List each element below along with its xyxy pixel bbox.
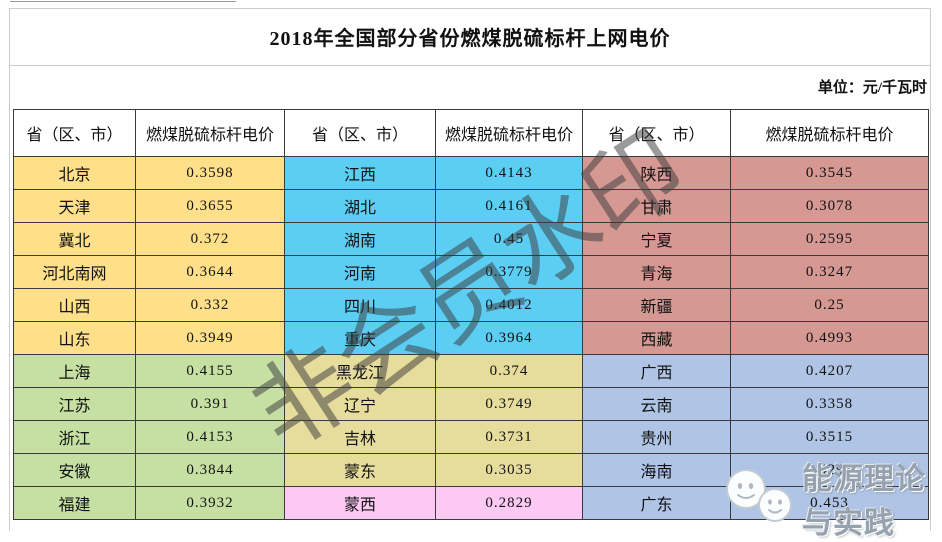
table-row: 山东 0.3949 重庆 0.3964 西藏 0.4993: [13, 321, 929, 355]
province-cell: 宁夏: [582, 222, 731, 256]
price-cell: 0.4143: [435, 156, 583, 190]
province-cell: 海南: [582, 453, 731, 487]
price-cell: 0.332: [135, 288, 285, 322]
table-row: 河北南网 0.3644 河南 0.3779 青海 0.3247: [13, 255, 929, 289]
table-row: 山西 0.332 四川 0.4012 新疆 0.25: [13, 288, 929, 322]
price-cell: 0.3749: [435, 387, 583, 421]
price-cell: 0.374: [435, 354, 583, 388]
price-cell: 0.3545: [730, 156, 929, 190]
header-province-2: 省（区、市）: [284, 109, 436, 157]
header-province-3: 省（区、市）: [582, 109, 731, 157]
province-cell: 贵州: [582, 420, 731, 454]
table-header-row: 省（区、市） 燃煤脱硫标杆电价 省（区、市） 燃煤脱硫标杆电价 省（区、市） 燃…: [13, 109, 929, 157]
province-cell: 广西: [582, 354, 731, 388]
logo-text: 能源理论与实践: [802, 463, 926, 540]
province-cell: 湖南: [284, 222, 436, 256]
price-cell: 0.3844: [135, 453, 285, 487]
province-cell: 河南: [284, 255, 436, 289]
page-frame: [9, 8, 931, 531]
account-logo: 能源理论与实践: [722, 463, 942, 540]
province-cell: 江西: [284, 156, 436, 190]
price-cell: 0.4207: [730, 354, 929, 388]
table-row: 江苏 0.391 辽宁 0.3749 云南 0.3358: [13, 387, 929, 421]
price-cell: 0.3949: [135, 321, 285, 355]
price-cell: 0.3247: [730, 255, 929, 289]
header-price-2: 燃煤脱硫标杆电价: [435, 109, 583, 157]
province-cell: 山东: [13, 321, 136, 355]
price-cell: 0.3078: [730, 189, 929, 223]
province-cell: 河北南网: [13, 255, 136, 289]
unit-band: 单位：元/千瓦时: [9, 68, 929, 104]
price-cell: 0.3644: [135, 255, 285, 289]
price-cell: 0.3932: [135, 486, 285, 520]
province-cell: 上海: [13, 354, 136, 388]
table-row: 上海 0.4155 黑龙江 0.374 广西 0.4207: [13, 354, 929, 388]
province-cell: 天津: [13, 189, 136, 223]
screen-edge-artifact: [10, 1, 236, 2]
title-band: 2018年全国部分省份燃煤脱硫标杆上网电价: [9, 8, 931, 66]
electricity-price-table: 省（区、市） 燃煤脱硫标杆电价 省（区、市） 燃煤脱硫标杆电价 省（区、市） 燃…: [13, 109, 929, 520]
price-cell: 0.3655: [135, 189, 285, 223]
price-cell: 0.3515: [730, 420, 929, 454]
table-row: 浙江 0.4153 吉林 0.3731 贵州 0.3515: [13, 420, 929, 454]
price-cell: 0.4155: [135, 354, 285, 388]
province-cell: 江苏: [13, 387, 136, 421]
header-price-3: 燃煤脱硫标杆电价: [730, 109, 929, 157]
price-cell: 0.4993: [730, 321, 929, 355]
price-cell: 0.4012: [435, 288, 583, 322]
table-row: 北京 0.3598 江西 0.4143 陕西 0.3545: [13, 156, 929, 190]
page-title: 2018年全国部分省份燃煤脱硫标杆上网电价: [269, 28, 671, 50]
province-cell: 西藏: [582, 321, 731, 355]
table-row: 冀北 0.372 湖南 0.45 宁夏 0.2595: [13, 222, 929, 256]
province-cell: 黑龙江: [284, 354, 436, 388]
province-cell: 辽宁: [284, 387, 436, 421]
province-cell: 重庆: [284, 321, 436, 355]
province-cell: 北京: [13, 156, 136, 190]
price-cell: 0.3358: [730, 387, 929, 421]
price-cell: 0.45: [435, 222, 583, 256]
header-price-1: 燃煤脱硫标杆电价: [135, 109, 285, 157]
price-cell: 0.372: [135, 222, 285, 256]
province-cell: 云南: [582, 387, 731, 421]
province-cell: 甘肃: [582, 189, 731, 223]
price-cell: 0.391: [135, 387, 285, 421]
price-cell: 0.25: [730, 288, 929, 322]
price-cell: 0.2595: [730, 222, 929, 256]
province-cell: 四川: [284, 288, 436, 322]
price-cell: 0.3779: [435, 255, 583, 289]
province-cell: 浙江: [13, 420, 136, 454]
table-body: 北京 0.3598 江西 0.4143 陕西 0.3545 天津 0.3655 湖北 0.4161…: [13, 156, 929, 520]
price-cell: 0.3964: [435, 321, 583, 355]
province-cell: 新疆: [582, 288, 731, 322]
province-cell: 福建: [13, 486, 136, 520]
price-cell: 0.4161: [435, 189, 583, 223]
province-cell: 青海: [582, 255, 731, 289]
price-cell: 0.3731: [435, 420, 583, 454]
province-cell: 湖北: [284, 189, 436, 223]
province-cell: 蒙东: [284, 453, 436, 487]
province-cell: 冀北: [13, 222, 136, 256]
price-cell: 0.3035: [435, 453, 583, 487]
province-cell: 吉林: [284, 420, 436, 454]
table-row: 天津 0.3655 湖北 0.4161 甘肃 0.3078: [13, 189, 929, 223]
wechat-bubbles-icon: [722, 467, 798, 530]
province-cell: 广东: [582, 486, 731, 520]
price-cell: 0.4153: [135, 420, 285, 454]
province-cell: 安徽: [13, 453, 136, 487]
province-cell: 陕西: [582, 156, 731, 190]
price-cell: 0.3598: [135, 156, 285, 190]
header-province-1: 省（区、市）: [13, 109, 136, 157]
province-cell: 山西: [13, 288, 136, 322]
province-cell: 蒙西: [284, 486, 436, 520]
unit-label: 单位：元/千瓦时: [817, 79, 927, 96]
price-cell: 0.2829: [435, 486, 583, 520]
